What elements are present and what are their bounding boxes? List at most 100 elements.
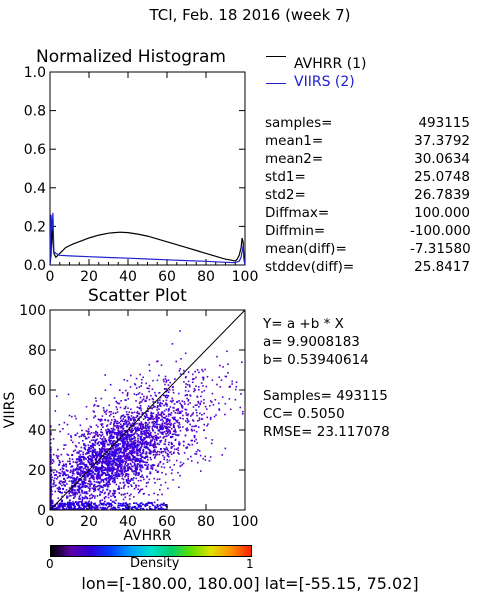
scatter-point [118, 463, 121, 465]
scatter-point [176, 419, 179, 422]
scatter-point [153, 435, 155, 438]
scatter-point [96, 485, 99, 488]
scatter-point [92, 454, 94, 457]
scatter-point [83, 447, 86, 450]
scatter-point [139, 427, 142, 430]
scatter-point [86, 503, 89, 505]
scatter-point [204, 368, 206, 371]
scatter-point [116, 474, 119, 477]
scatter-point [78, 450, 81, 452]
scatter-point [123, 485, 125, 488]
scatter-point [133, 393, 136, 395]
scatter-y-tick-label: 20 [28, 463, 46, 479]
scatter-point [96, 478, 99, 481]
scatter-point [120, 466, 123, 469]
scatter-point [156, 426, 159, 428]
scatter-point [228, 386, 231, 388]
scatter-point [140, 430, 143, 433]
scatter-point [91, 450, 94, 453]
scatter-point [122, 498, 125, 501]
scatter-point [145, 399, 147, 402]
scatter-point [92, 495, 94, 497]
scatter-point [167, 443, 170, 446]
scatter-point [139, 436, 142, 439]
scatter-point [93, 484, 96, 487]
scatter-point [83, 471, 85, 473]
scatter-point [94, 461, 97, 464]
scatter-point [151, 464, 154, 467]
scatter-point [136, 467, 138, 470]
regression-b: b= 0.53940614 [263, 352, 369, 368]
legend-label-avhrr: AVHRR (1) [294, 56, 367, 72]
scatter-point [171, 436, 174, 438]
scatter-point [162, 416, 165, 419]
scatter-point [133, 411, 136, 414]
scatter-point [125, 457, 128, 459]
scatter-point [155, 423, 158, 426]
scatter-point [109, 457, 112, 460]
scatter-point [97, 418, 100, 421]
scatter-point [153, 449, 156, 451]
scatter-point [218, 402, 220, 405]
scatter-point [164, 438, 167, 441]
scatter-point [137, 508, 139, 510]
scatter-point [201, 418, 204, 420]
scatter-point [81, 500, 84, 502]
scatter-point [61, 495, 63, 498]
scatter-point [166, 432, 169, 435]
scatter-point [136, 406, 139, 408]
scatter-point [118, 487, 120, 490]
scatter-point [142, 427, 145, 429]
scatter-point [63, 481, 66, 483]
scatter-point [170, 441, 173, 444]
scatter-point [133, 436, 136, 438]
scatter-point [120, 448, 123, 450]
scatter-point [101, 458, 104, 460]
scatter-point [164, 403, 167, 406]
scatter-point [167, 453, 170, 456]
scatter-point [137, 479, 140, 482]
scatter-point [71, 465, 74, 468]
scatter-point [108, 444, 110, 446]
scatter-point [140, 505, 142, 507]
scatter-point [201, 376, 204, 379]
scatter-point [80, 435, 83, 438]
scatter-point [156, 451, 158, 454]
regression-equation: Y= a +b * X [263, 316, 344, 332]
scatter-point [83, 435, 85, 437]
scatter-point [141, 378, 143, 381]
scatter-point [88, 430, 90, 433]
scatter-point [59, 502, 62, 504]
scatter-point [72, 461, 75, 463]
scatter-point [201, 391, 203, 393]
scatter-point [135, 477, 137, 480]
scatter-point [214, 399, 217, 401]
scatter-point [86, 473, 89, 476]
scatter-point [130, 493, 132, 496]
scatter-point [100, 491, 102, 494]
scatter-point [51, 476, 53, 478]
scatter-point [199, 403, 201, 406]
scatter-point [126, 492, 129, 495]
scatter-point [91, 483, 93, 485]
scatter-point [67, 460, 69, 463]
scatter-point [87, 449, 90, 452]
scatter-point [117, 427, 120, 430]
scatter-point [110, 470, 112, 472]
scatter-point [94, 508, 96, 510]
scatter-point [72, 492, 75, 494]
scatter-point [145, 382, 147, 385]
scatter-point [151, 440, 153, 442]
scatter-point [104, 462, 107, 465]
scatter-point [134, 456, 137, 459]
scatter-point [126, 482, 129, 484]
scatter-point [126, 448, 129, 450]
scatter-point [106, 430, 108, 433]
scatter-point [149, 407, 151, 410]
scatter-point [98, 448, 101, 450]
scatter-point [224, 402, 227, 405]
scatter-point [172, 433, 174, 436]
scatter-point [83, 444, 86, 447]
scatter-point [116, 471, 118, 474]
scatter-point [92, 445, 94, 448]
